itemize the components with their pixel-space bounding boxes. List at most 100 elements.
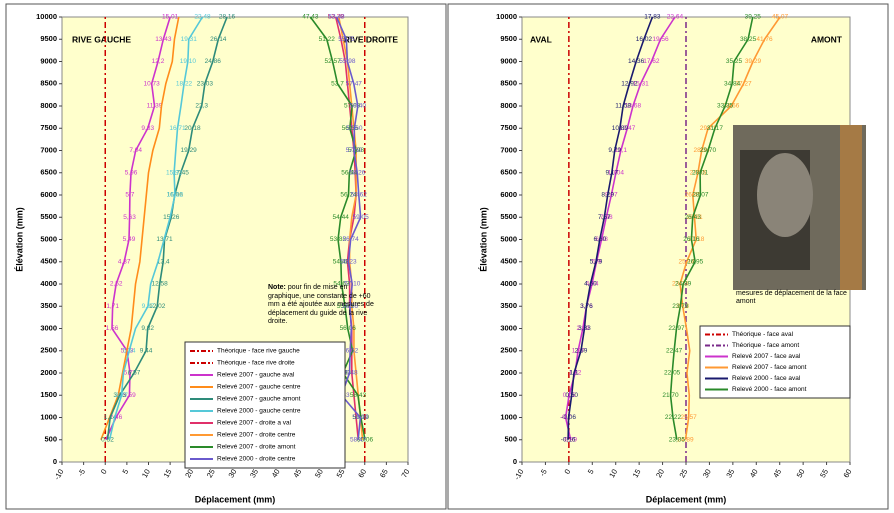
data-label: 58,40 (350, 103, 367, 110)
y-tick-label: 1000 (500, 412, 517, 421)
data-label: 59,05 (353, 214, 370, 221)
data-label: 12,02 (149, 303, 166, 310)
y-tick-label: 5000 (40, 234, 57, 243)
data-label: 20,18 (184, 125, 201, 132)
data-label: 53,48 (328, 14, 345, 21)
x-tick-label: 70 (399, 467, 411, 479)
y-tick-label: 9000 (500, 56, 517, 65)
legend-label: Relevé 2000 - face amont (732, 386, 807, 393)
data-label: 28,01 (692, 169, 709, 176)
x-tick-label: 20 (183, 467, 195, 479)
y-tick-label: 6500 (40, 168, 57, 177)
legend-label: Relevé 2000 - face aval (732, 375, 801, 382)
data-label: 12,58 (152, 281, 169, 288)
data-label: 39,25 (745, 14, 762, 21)
x-tick-label: 40 (270, 467, 282, 479)
data-label: 1,1 (569, 370, 578, 377)
data-label: 55,75 (338, 36, 355, 43)
data-label: 2,99 (577, 325, 590, 332)
x-tick-label: 50 (313, 467, 325, 479)
series-line (338, 16, 364, 440)
data-label: 28,34 (694, 147, 711, 154)
data-label: 12,47 (619, 125, 636, 132)
data-label: 58,26 (349, 169, 366, 176)
data-label: 56,62 (342, 347, 359, 354)
y-tick-label: 9000 (40, 56, 57, 65)
data-label: 15,92 (166, 169, 183, 176)
data-label: 7,98 (600, 214, 613, 221)
legend-label: Théorique - face rive droite (217, 360, 295, 367)
x-tick-label: 45 (291, 467, 303, 479)
data-label: 1,97 (572, 347, 585, 354)
data-label: 13,68 (625, 103, 642, 110)
x-tick-label: 35 (724, 467, 736, 479)
y-tick-label: 1500 (500, 390, 517, 399)
data-label: 1,56 (106, 325, 119, 332)
data-label: 22,22 (665, 414, 682, 421)
data-label: 57,98 (348, 147, 365, 154)
x-tick-label: 55 (335, 467, 347, 479)
y-tick-label: 4500 (40, 257, 57, 266)
x-tick-label: 5 (120, 467, 130, 475)
data-label: 25,14 (679, 258, 696, 265)
legend-label: Théorique - face amont (732, 342, 799, 349)
y-tick-label: 2500 (500, 346, 517, 355)
data-label: 26,95 (687, 258, 704, 265)
data-label: 9,82 (141, 325, 154, 332)
data-label: 4,60 (584, 281, 597, 288)
data-label: 5,96 (125, 169, 138, 176)
data-label: 56,56 (342, 303, 359, 310)
photo-caption: mesures de déplacement de la face amont (736, 290, 847, 305)
data-label: -0,7 (560, 414, 572, 421)
data-label: 15,01 (162, 14, 179, 21)
data-label: 22,3 (195, 103, 208, 110)
data-label: 22,05 (664, 370, 681, 377)
x-tick-label: 65 (378, 467, 390, 479)
data-label: 9,79 (608, 147, 621, 154)
data-label: 23,79 (672, 303, 689, 310)
data-label: 10,89 (612, 125, 629, 132)
x-tick-label: 35 (248, 467, 260, 479)
data-label: 47,43 (302, 14, 319, 21)
data-label: 0,52 (101, 436, 114, 443)
x-axis-label: Déplacement (mm) (646, 494, 727, 504)
data-label: 5,79 (590, 258, 603, 265)
data-label: 17,83 (644, 14, 661, 21)
y-tick-label: 1000 (40, 412, 57, 421)
y-tick-label: 8000 (500, 101, 517, 110)
data-label: 1,32 (569, 370, 582, 377)
note-text: pour fin de mise en graphique, une const… (268, 284, 374, 325)
data-label: 9,87 (142, 303, 155, 310)
data-label: 26,16 (683, 236, 700, 243)
data-label: 13,4 (157, 258, 170, 265)
data-label: 53,82 (330, 236, 347, 243)
data-label: 9,83 (141, 125, 154, 132)
y-tick-label: 6500 (500, 168, 517, 177)
x-tick-label: -5 (538, 467, 549, 477)
data-label: 24,39 (675, 281, 692, 288)
data-label: 54,48 (333, 258, 350, 265)
y-tick-label: 500 (44, 435, 57, 444)
x-tick-label: 15 (162, 467, 174, 479)
y-tick-label: 0 (53, 457, 57, 466)
annotation: AMONT (811, 34, 843, 44)
y-tick-label: 10000 (496, 12, 517, 21)
y-tick-label: 3000 (40, 323, 57, 332)
data-label: 22,64 (667, 14, 684, 21)
data-label: 58,62 (351, 192, 368, 199)
data-label: 10,73 (144, 80, 161, 87)
legend-label: Relevé 2007 - gauche amont (217, 396, 301, 403)
data-label: 52,57 (324, 58, 341, 65)
data-label: 55,43 (337, 303, 354, 310)
y-tick-label: 4000 (40, 279, 57, 288)
x-tick-label: 20 (654, 467, 666, 479)
data-label: 13,43 (155, 36, 172, 43)
legend-label: Relevé 2007 - face aval (732, 353, 801, 360)
data-label: 24,86 (205, 58, 222, 65)
legend-label: Relevé 2000 - droite centre (217, 456, 296, 463)
data-label: 0,39 (564, 436, 577, 443)
data-label: 2,52 (110, 281, 123, 288)
data-label: 27,55 (690, 169, 707, 176)
legend-box (699, 325, 851, 399)
